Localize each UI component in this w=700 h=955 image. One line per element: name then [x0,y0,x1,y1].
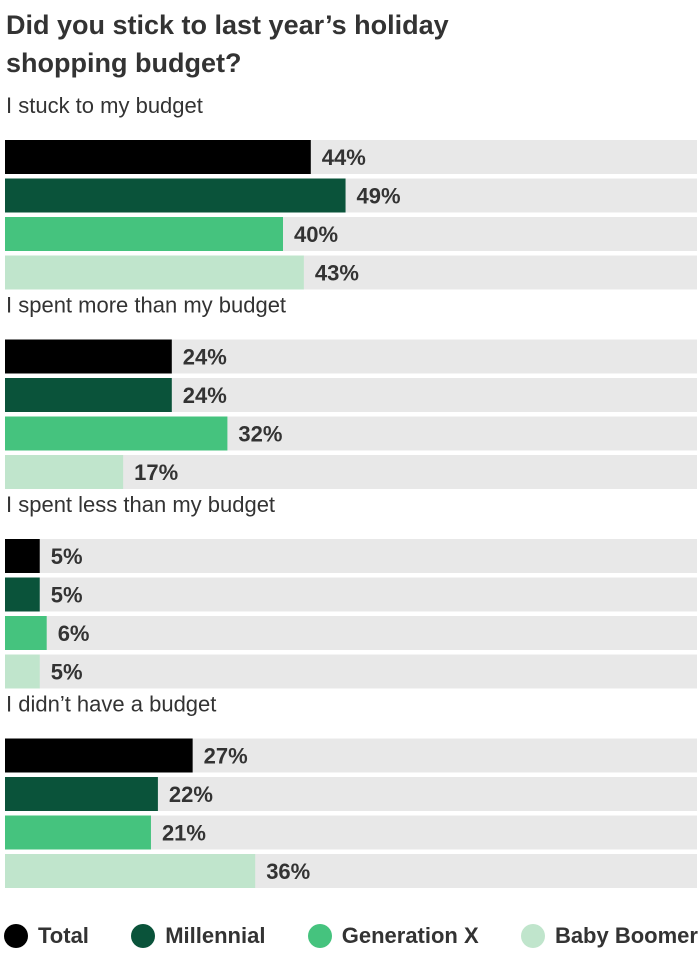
legend-item: Baby Boomer [520,923,698,949]
bar [5,777,158,811]
value-label: 40% [294,222,338,247]
category-label: I spent more than my budget [6,293,286,318]
value-label: 44% [322,145,366,170]
bar-chart: I stuck to my budget 44% 49% 40% 43% I spent … [5,93,697,888]
bar [5,738,193,773]
bar [5,140,311,174]
bar-track [5,577,697,612]
value-label: 32% [238,422,282,447]
bar-track [5,539,697,573]
bar [5,815,151,850]
legend: Total Millennial Generation X Baby Boomer [4,920,698,952]
legend-label: Generation X [341,923,479,948]
legend-swatch [4,924,28,948]
bar [5,217,283,251]
value-label: 49% [357,184,401,209]
legend-label: Total [38,923,89,948]
bar [5,854,256,888]
value-label: 24% [183,345,227,370]
legend-label: Millennial [165,923,266,948]
legend-item: Total [4,923,89,949]
value-label: 22% [169,782,213,807]
legend-label: Baby Boomer [554,923,698,948]
chart-title: Did you stick to last year’s holiday sho… [6,10,449,78]
category-label: I spent less than my budget [6,492,275,517]
value-label: 5% [51,544,83,569]
bar [5,577,40,612]
bar [5,539,40,573]
bar [5,416,228,451]
bar [5,616,47,650]
bar [5,378,172,412]
bar-track [5,616,697,650]
legend-swatch [307,924,332,948]
value-label: 27% [204,744,248,769]
value-label: 5% [51,660,83,685]
value-label: 21% [162,821,206,846]
bar [5,178,346,213]
value-label: 36% [266,859,310,884]
value-label: 24% [183,383,227,408]
legend-swatch [520,924,545,948]
value-label: 17% [134,460,178,485]
value-label: 5% [51,583,83,608]
value-label: 43% [315,261,359,286]
bar [5,455,124,489]
category-label: I didn’t have a budget [6,692,216,717]
legend-item: Millennial [131,923,265,949]
legend-item: Generation X [307,923,479,949]
category-label: I stuck to my budget [6,93,203,118]
bar-track [5,654,697,689]
bar [5,255,304,290]
value-label: 6% [58,621,90,646]
bar [5,654,40,689]
legend-swatch [131,924,156,948]
bar [5,339,172,374]
